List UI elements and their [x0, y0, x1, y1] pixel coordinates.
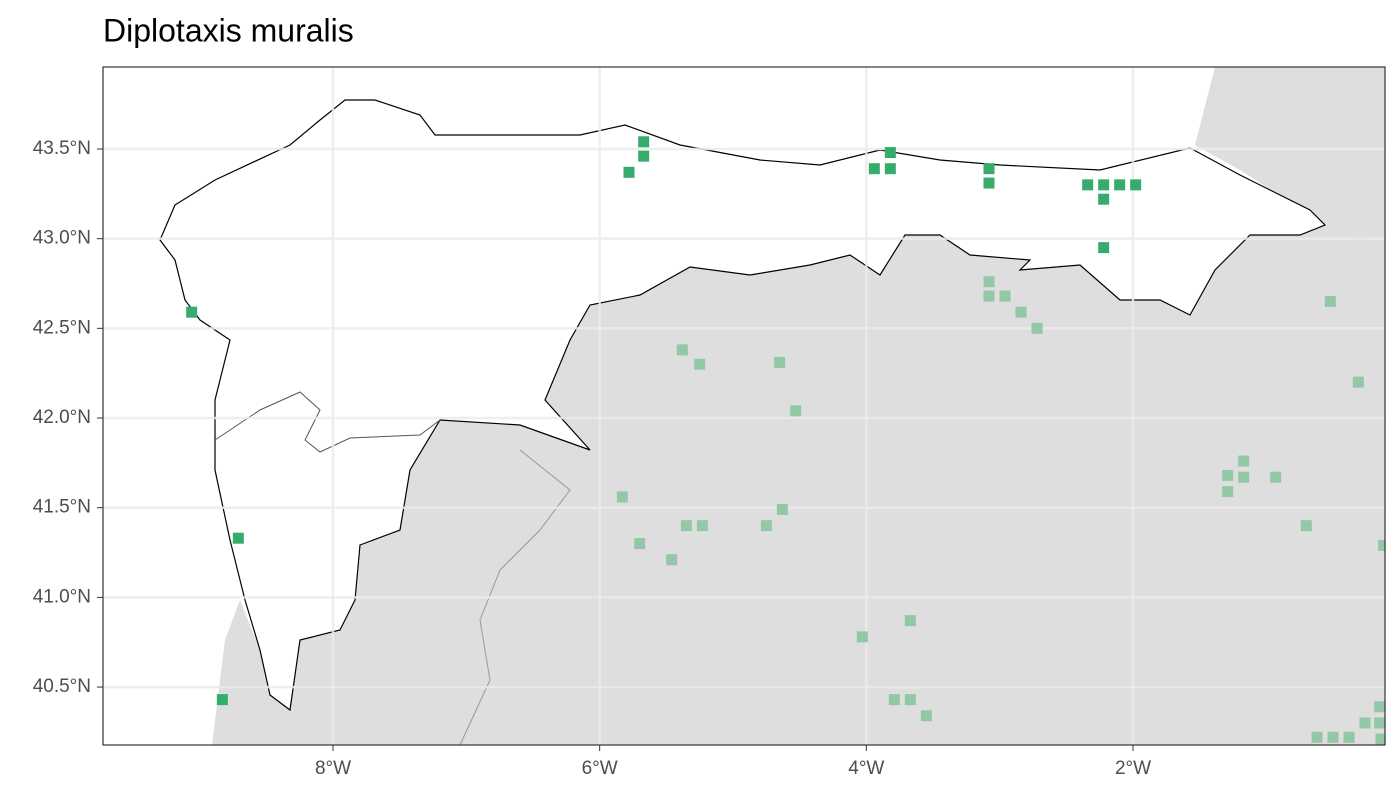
y-tick-label: 40.5°N	[33, 676, 91, 697]
occurrence-point	[680, 520, 692, 532]
x-tick-label: 8°W	[315, 758, 351, 779]
occurrence-point	[1375, 733, 1385, 745]
occurrence-point	[983, 163, 995, 175]
occurrence-point	[638, 150, 650, 162]
occurrence-point	[232, 532, 244, 544]
occurrence-point	[868, 163, 880, 175]
occurrence-point	[1098, 193, 1110, 205]
occurrence-point	[884, 163, 896, 175]
x-tick-label: 2°W	[1115, 758, 1151, 779]
basemap	[159, 67, 1385, 745]
occurrence-point	[666, 554, 678, 566]
occurrence-point	[983, 177, 995, 189]
y-tick-label: 41.5°N	[33, 497, 91, 518]
occurrence-point	[888, 694, 900, 706]
study-region	[159, 99, 1327, 712]
x-tick-label: 4°W	[848, 758, 884, 779]
occurrence-point	[1114, 179, 1126, 191]
occurrence-point	[1374, 701, 1385, 713]
y-tick-label: 42.5°N	[33, 317, 91, 338]
occurrence-point	[676, 344, 688, 356]
occurrence-point	[1098, 179, 1110, 191]
points	[186, 136, 1385, 745]
occurrence-point	[999, 290, 1011, 302]
occurrence-point	[856, 631, 868, 643]
axes: 8°W 6°W 4°W 2°W 40.5°N 41.0°N 41.5°N 42.0°N 42.5…	[33, 138, 1151, 779]
occurrence-point	[776, 503, 788, 515]
occurrence-point	[1130, 179, 1142, 191]
occurrence-point	[1082, 179, 1094, 191]
occurrence-point	[186, 306, 198, 318]
occurrence-point	[1327, 731, 1339, 743]
occurrence-point	[904, 694, 916, 706]
france-coast	[1195, 67, 1385, 240]
occurrence-point	[1270, 471, 1282, 483]
occurrence-point	[1374, 717, 1385, 729]
occurrence-point	[623, 166, 635, 178]
y-tick-label: 43.0°N	[33, 228, 91, 249]
occurrence-point	[790, 405, 802, 417]
occurrence-point	[774, 356, 786, 368]
occurrence-point	[760, 520, 772, 532]
chart-title: Diplotaxis muralis	[103, 12, 354, 48]
occurrence-point	[1359, 717, 1371, 729]
region-border	[459, 449, 571, 745]
panel-border	[102, 66, 1386, 746]
occurrence-point	[1015, 306, 1027, 318]
occurrence-point	[1300, 520, 1312, 532]
occurrence-point	[616, 491, 628, 503]
occurrence-point	[696, 520, 708, 532]
occurrence-point	[920, 710, 932, 722]
occurrence-point	[1343, 731, 1355, 743]
occurrence-point	[1324, 295, 1336, 307]
occurrence-point	[634, 538, 646, 550]
outside-land	[212, 225, 1385, 745]
occurrence-point	[1031, 322, 1043, 334]
occurrence-point	[983, 276, 995, 288]
x-tick-label: 6°W	[582, 758, 618, 779]
y-tick-label: 43.5°N	[33, 138, 91, 159]
occurrence-point	[694, 358, 706, 370]
occurrence-point	[1311, 731, 1323, 743]
y-tick-label: 41.0°N	[33, 586, 91, 607]
occurrence-point	[1098, 242, 1110, 254]
occurrence-point	[1352, 376, 1364, 388]
occurrence-point	[1378, 539, 1385, 551]
occurrence-point	[216, 694, 228, 706]
occurrence-point	[983, 290, 995, 302]
province-border	[214, 391, 441, 453]
occurrence-point	[904, 615, 916, 627]
occurrence-point	[1238, 471, 1250, 483]
occurrence-point	[1222, 469, 1234, 481]
y-tick-label: 42.0°N	[33, 407, 91, 428]
occurrence-point	[884, 147, 896, 159]
occurrence-point	[638, 136, 650, 148]
occurrence-point	[1222, 486, 1234, 498]
occurrence-point	[1238, 455, 1250, 467]
